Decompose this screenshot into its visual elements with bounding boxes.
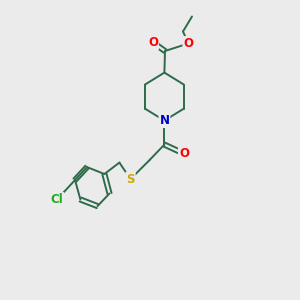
Text: O: O: [183, 37, 194, 50]
Text: N: N: [159, 114, 170, 127]
Text: O: O: [179, 147, 189, 160]
Text: O: O: [148, 36, 158, 49]
Text: S: S: [126, 172, 135, 186]
Text: Cl: Cl: [51, 193, 63, 206]
